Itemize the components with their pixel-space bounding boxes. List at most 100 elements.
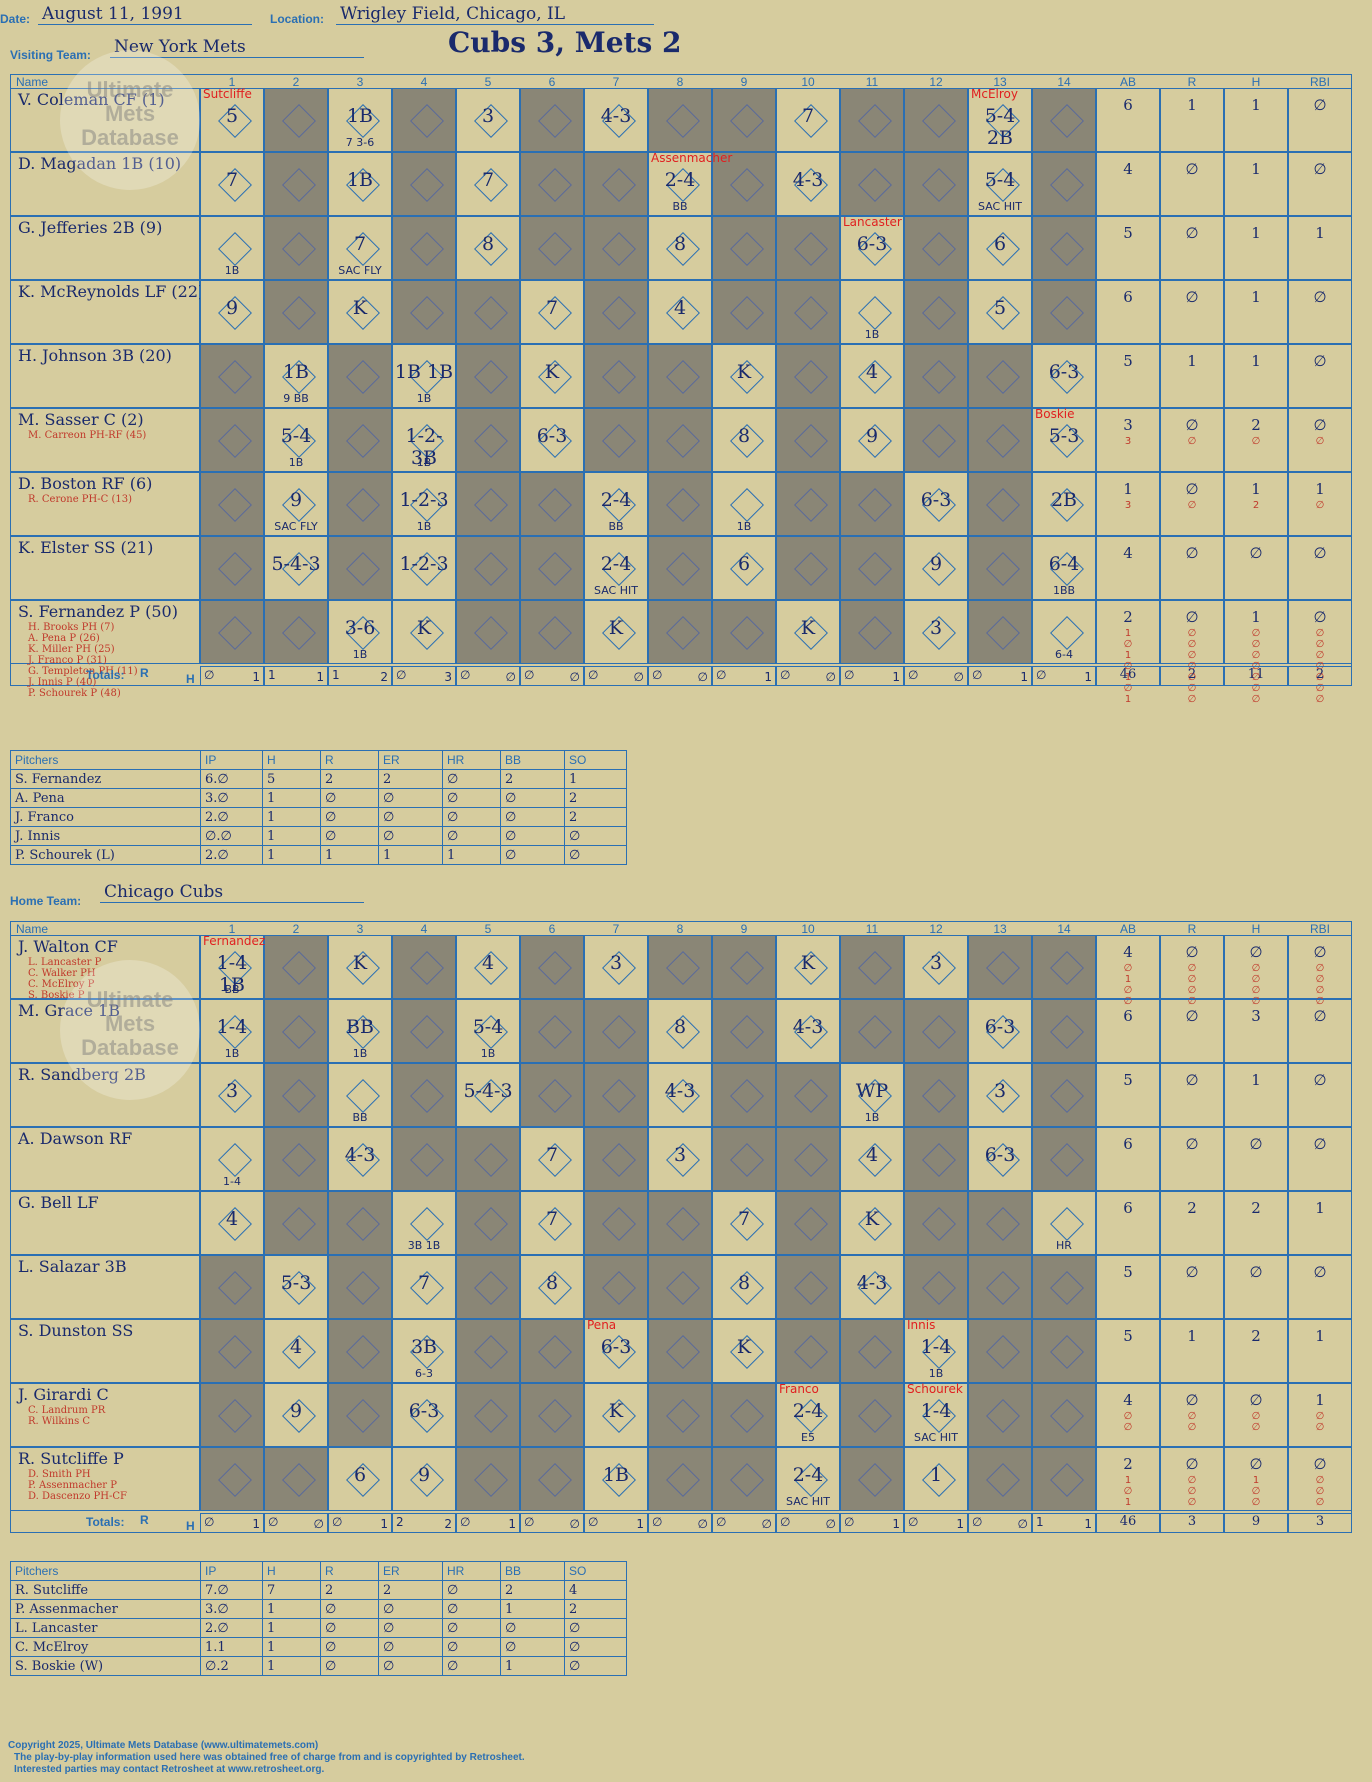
inning-hits: 2 xyxy=(380,670,388,684)
base-diamond xyxy=(794,1207,828,1241)
player-stat: ∅ xyxy=(1313,1007,1327,1025)
player-row-border xyxy=(10,1319,200,1383)
at-bat-cell: WP 1B xyxy=(840,1063,904,1127)
base-diamond xyxy=(922,360,956,394)
stat-cell-border xyxy=(1288,1319,1352,1383)
at-bat-cell: 4 xyxy=(648,280,712,344)
player-stat: ∅ xyxy=(1313,416,1327,434)
player-stat: ∅ xyxy=(1313,608,1327,626)
play-result: 1-4 xyxy=(216,1016,248,1038)
play-note: 9 BB xyxy=(283,392,309,405)
player-stat: 5 xyxy=(1123,1263,1133,1281)
player-stat: 6 xyxy=(1123,1007,1133,1025)
stat-cell-border xyxy=(1096,1319,1160,1383)
pitcher-row: J. Innis ∅.∅ 1 ∅ ∅ ∅ ∅ ∅ xyxy=(10,826,627,846)
inning-header: 1 xyxy=(228,922,236,936)
pitcher-stat: ∅ xyxy=(500,807,565,827)
pitcher-stat-header: IP xyxy=(200,750,263,770)
inning-total: ∅ 3 xyxy=(392,666,456,686)
at-bat-cell xyxy=(648,600,712,664)
pitcher-stat: ∅ xyxy=(442,1580,501,1600)
pitcher-stat: ∅ xyxy=(564,1656,627,1676)
at-bat-cell: 4-3 xyxy=(776,999,840,1063)
at-bat-cell xyxy=(648,1255,712,1319)
stat-cell-border xyxy=(1224,344,1288,408)
inning-header: 3 xyxy=(356,75,364,89)
at-bat-cell: 5-3 xyxy=(264,1255,328,1319)
at-bat-cell xyxy=(200,1319,264,1383)
play-result: 1B 1B xyxy=(394,361,454,383)
play-result: 1-4 xyxy=(920,1336,952,1358)
pitcher-stat: 5 xyxy=(262,769,321,789)
base-diamond xyxy=(666,104,700,138)
player-stat: 6 xyxy=(1123,288,1133,306)
pitcher-stat: ∅ xyxy=(320,1599,379,1619)
player-stat: 2 xyxy=(1123,1455,1133,1473)
base-diamond xyxy=(858,552,892,586)
play-result: 5-3 xyxy=(1048,425,1080,447)
at-bat-cell: 8 xyxy=(456,216,520,280)
inning-header: 8 xyxy=(676,922,684,936)
pitcher-stat: ∅ xyxy=(320,807,379,827)
base-diamond xyxy=(1050,1399,1084,1433)
player-name: J. Girardi C xyxy=(18,1385,109,1404)
player-substitutes: R. Cerone PH-C (13) xyxy=(28,494,132,505)
base-diamond xyxy=(282,232,316,266)
player-stat: 1 xyxy=(1315,480,1325,498)
at-bat-cell xyxy=(1032,216,1096,280)
pitcher-stat: 2 xyxy=(500,1580,565,1600)
pitcher-name: J. Innis xyxy=(10,826,201,846)
inning-runs: 1 xyxy=(268,668,276,682)
inning-header: 4 xyxy=(420,75,428,89)
inning-runs: ∅ xyxy=(652,668,663,682)
at-bat-cell xyxy=(968,1319,1032,1383)
base-diamond xyxy=(602,296,636,330)
pitcher-row: L. Lancaster 2.∅ 1 ∅ ∅ ∅ ∅ ∅ xyxy=(10,1618,627,1638)
play-result: 3 xyxy=(929,952,943,974)
inning-header: 6 xyxy=(548,75,556,89)
at-bat-cell: 1-2-3 xyxy=(392,536,456,600)
base-diamond xyxy=(538,1015,572,1049)
at-bat-cell xyxy=(584,344,648,408)
stat-cell-border xyxy=(1160,152,1224,216)
inning-hits: ∅ xyxy=(569,670,580,684)
base-diamond xyxy=(538,104,572,138)
player-name: M. Grace 1B xyxy=(18,1001,120,1020)
player-substitutes: M. Carreon PH-RF (45) xyxy=(28,430,147,441)
pitcher-stat: ∅ xyxy=(564,1618,627,1638)
at-bat-cell xyxy=(328,472,392,536)
inning-hits: 1 xyxy=(252,1517,260,1531)
at-bat-cell xyxy=(1032,1063,1096,1127)
at-bat-cell xyxy=(520,1447,584,1511)
base-diamond xyxy=(666,951,700,985)
pitcher-name: L. Lancaster xyxy=(10,1618,201,1638)
player-row-border xyxy=(10,1127,200,1191)
play-result: 9 xyxy=(865,425,879,447)
pitcher-name: J. Franco xyxy=(10,807,201,827)
watermark-logo: Ultimate Mets Database xyxy=(60,50,200,190)
at-bat-cell: 1-2-3 1B xyxy=(392,472,456,536)
inning-hits: 1 xyxy=(636,1517,644,1531)
base-diamond xyxy=(666,1335,700,1369)
base-diamond xyxy=(602,1207,636,1241)
player-stat: 6 xyxy=(1123,1199,1133,1217)
at-bat-cell: 3 xyxy=(904,935,968,999)
inning-hits: ∅ xyxy=(825,1517,836,1531)
inning-header: 3 xyxy=(356,922,364,936)
pitcher-stat: ∅ xyxy=(378,1637,443,1657)
at-bat-cell xyxy=(264,1127,328,1191)
pitcher-stat: 6.∅ xyxy=(200,769,263,789)
pitcher-change: McElroy xyxy=(971,87,1018,101)
player-row-border xyxy=(10,1063,200,1127)
at-bat-cell xyxy=(776,216,840,280)
play-note: SAC HIT xyxy=(786,1495,830,1508)
play-result: 6-4 xyxy=(1048,553,1080,575)
base-diamond xyxy=(666,360,700,394)
base-diamond xyxy=(218,1143,252,1177)
at-bat-cell xyxy=(968,1255,1032,1319)
play-result: 8 xyxy=(673,1016,687,1038)
pitcher-stat: 2.∅ xyxy=(200,1618,263,1638)
base-diamond xyxy=(282,1143,316,1177)
pitcher-change: Schourek xyxy=(907,1382,963,1396)
